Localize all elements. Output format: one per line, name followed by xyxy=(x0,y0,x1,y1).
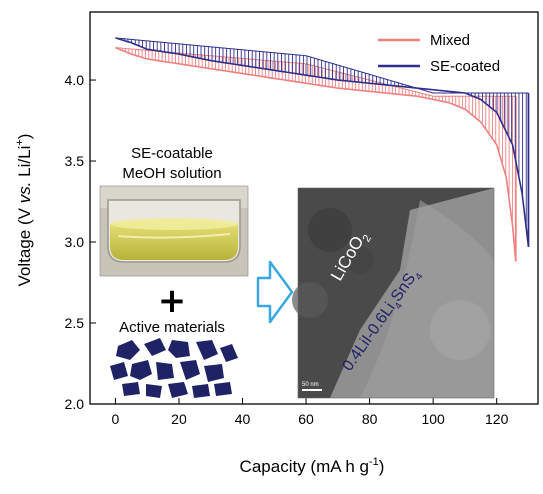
y-tick-label: 4.0 xyxy=(65,72,85,88)
series-envelope xyxy=(115,46,517,262)
series-relax-envelope xyxy=(115,37,529,94)
series-layer xyxy=(115,37,530,262)
y-axis-ticks: 2.0 2.5 3.0 3.5 4.0 xyxy=(65,72,96,412)
series-relax-envelope xyxy=(115,47,516,97)
series-se-coated xyxy=(115,37,530,247)
x-tick-label: 0 xyxy=(112,411,120,427)
x-axis-ticks: 0 20 40 60 80 100 120 xyxy=(112,398,509,427)
x-tick-label: 80 xyxy=(362,411,378,427)
tem-image: LiCoO2 0.4LiI-0.6Li4SnS4 50 nm xyxy=(292,187,495,399)
y-tick-label: 2.0 xyxy=(65,396,85,412)
active-materials-label: Active materials xyxy=(119,319,225,336)
y-tick-label: 3.5 xyxy=(65,153,85,169)
x-tick-label: 40 xyxy=(235,411,251,427)
beaker-photo xyxy=(99,185,249,277)
x-tick-label: 120 xyxy=(485,411,509,427)
y-axis-title: Voltage (V vs. Li/Li+) xyxy=(14,134,34,287)
scale-bar-label: 50 nm xyxy=(302,382,319,388)
plot-frame xyxy=(89,11,539,405)
process-arrow xyxy=(256,260,294,324)
series-envelope xyxy=(115,37,530,247)
legend: Mixed SE-coated xyxy=(378,32,500,75)
active-material-particles xyxy=(110,338,238,398)
inset-label-bg xyxy=(100,140,248,188)
solution-label-line2: MeOH solution xyxy=(122,165,221,182)
x-tick-label: 60 xyxy=(298,411,314,427)
y-tick-label: 2.5 xyxy=(65,315,85,331)
solution-label-line1: SE-coatable xyxy=(131,145,213,162)
series-mixed xyxy=(115,46,517,262)
y-tick-label: 3.0 xyxy=(65,234,85,250)
x-tick-label: 20 xyxy=(171,411,187,427)
legend-label-se-coated: SE-coated xyxy=(430,58,500,75)
x-tick-label: 100 xyxy=(421,411,445,427)
inset-solution: SE-coatable MeOH solution + Active mater… xyxy=(99,140,249,398)
x-axis-title: Capacity (mA h g-1) xyxy=(240,456,385,476)
legend-label-mixed: Mixed xyxy=(430,32,470,49)
plus-sign: + xyxy=(158,281,187,321)
